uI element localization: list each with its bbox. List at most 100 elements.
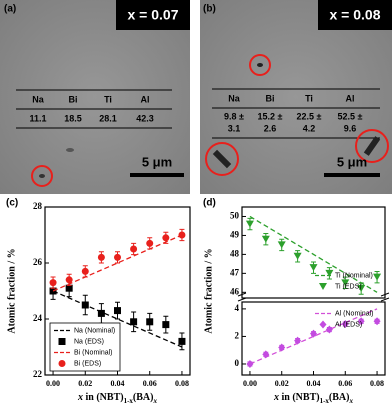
marker	[310, 329, 317, 338]
x-tick-label: 0.04	[111, 379, 125, 388]
legend-swatch	[319, 283, 327, 290]
x-axis-label: x in (NBT)1-x(BA)x	[77, 392, 157, 404]
marker	[162, 321, 170, 329]
sem-panel-b: (b) x = 0.08 Na Bi Ti Al 9.8 ± 15.2 ± 22…	[200, 0, 392, 194]
highlight-circle	[249, 54, 271, 76]
panel-label: (b)	[203, 4, 216, 15]
legend-label: Na (Nominal)	[74, 327, 115, 334]
marker	[81, 301, 89, 309]
marker	[130, 318, 138, 326]
table-cell: 42.3	[136, 113, 154, 123]
x-axis-label-part: in (NBT)	[83, 392, 124, 403]
table-cell: 15.2 ±	[258, 111, 283, 121]
marker	[130, 245, 138, 253]
marker	[293, 252, 302, 260]
marker	[146, 318, 154, 326]
x-tick-label: 0.06	[143, 379, 157, 388]
sem-image	[0, 0, 190, 194]
y-tick-label: 50	[230, 211, 240, 221]
legend-swatch	[319, 320, 327, 329]
marker	[65, 284, 73, 292]
legend-swatch	[58, 360, 66, 367]
composition: x = 0.08	[330, 7, 381, 23]
marker	[262, 350, 270, 359]
x-axis-label-part: x	[273, 392, 279, 403]
table-header: Bi	[266, 93, 275, 103]
y-tick-label: 49	[230, 230, 240, 240]
x-tick-label: 0.00	[46, 379, 60, 388]
label-box	[318, 0, 392, 30]
legend-label: Bi (EDS)	[74, 360, 101, 367]
sem-panel-a: (a) x = 0.07 Na Bi Ti Al 11.1 18.5 28.1 …	[0, 0, 190, 194]
y-axis-label: Atomic fraction / %	[203, 248, 214, 333]
x-tick-label: 0.00	[243, 379, 257, 388]
scale-label: 5 μm	[337, 154, 367, 169]
legend-label: Ti (EDS)	[335, 283, 362, 290]
y-tick-label: 2	[235, 330, 240, 340]
x-tick-label: 0.02	[275, 379, 289, 388]
marker	[357, 285, 366, 293]
marker	[373, 317, 381, 326]
marker	[341, 320, 349, 329]
y-axis-label: Atomic fraction / %	[6, 248, 17, 333]
marker	[246, 359, 254, 368]
x-tick-label: 0.06	[338, 379, 352, 388]
y-tick-label: 47	[230, 267, 240, 277]
x-axis-label-part: (BA)	[329, 392, 350, 403]
x-axis-label-part: 1-x	[124, 397, 134, 405]
panel-label: (d)	[203, 198, 216, 209]
y-tick-label: 46	[230, 286, 240, 296]
legend-label: Al (EDS)	[335, 321, 362, 328]
table-cell: 28.1	[99, 113, 117, 123]
table-header: Na	[228, 93, 240, 103]
table-cell: 3.1	[228, 123, 241, 133]
y-tick-label: 24	[33, 313, 43, 323]
x-tick-label: 0.04	[307, 379, 321, 388]
marker	[114, 307, 121, 315]
marker	[245, 220, 254, 228]
scale-bar	[324, 173, 380, 177]
highlight-circle	[355, 129, 389, 163]
marker	[178, 337, 186, 345]
y-tick-label: 0	[235, 358, 240, 368]
table-header: Na	[32, 94, 44, 104]
x-axis-label-part: x	[77, 392, 83, 403]
marker	[341, 279, 350, 287]
table-header: Ti	[305, 93, 313, 103]
scale-bar	[130, 173, 184, 177]
y-tick-label: 26	[33, 257, 43, 267]
y-tick-label: 48	[230, 248, 240, 258]
marker	[261, 235, 270, 243]
x-axis-label-part: in (NBT)	[279, 392, 320, 403]
table-cell: 9.6	[344, 123, 357, 133]
marker	[65, 276, 73, 284]
table-cell: 52.5 ±	[338, 111, 363, 121]
marker	[97, 253, 105, 261]
panel-label: (c)	[6, 198, 18, 209]
table-cell: 9.8 ±	[224, 111, 244, 121]
legend-swatch	[58, 338, 66, 345]
marker	[373, 273, 382, 281]
x-axis-label-part: x	[152, 397, 157, 405]
legend-label: Ti (Nominal)	[335, 272, 373, 279]
marker	[325, 269, 334, 277]
particle	[66, 148, 74, 152]
highlight-circle	[31, 165, 53, 187]
marker	[162, 234, 170, 242]
marker	[294, 336, 302, 345]
table-header: Ti	[104, 94, 112, 104]
scale-label: 5 μm	[142, 154, 172, 169]
table-cell: 2.6	[264, 123, 277, 133]
marker	[97, 309, 105, 317]
marker	[146, 239, 154, 247]
y-tick-label: 28	[33, 201, 43, 211]
legend-label: Bi (Nominal)	[74, 349, 113, 356]
particle	[257, 63, 263, 67]
x-axis-label-part: 1-x	[320, 397, 330, 405]
table-cell: 4.2	[303, 123, 316, 133]
table-cell: 18.5	[64, 113, 82, 123]
legend-label: Na (EDS)	[74, 338, 104, 345]
table-header: Al	[141, 94, 150, 104]
axis-break	[237, 292, 390, 302]
x-axis-label: x in (NBT)1-x(BA)x	[273, 392, 353, 404]
